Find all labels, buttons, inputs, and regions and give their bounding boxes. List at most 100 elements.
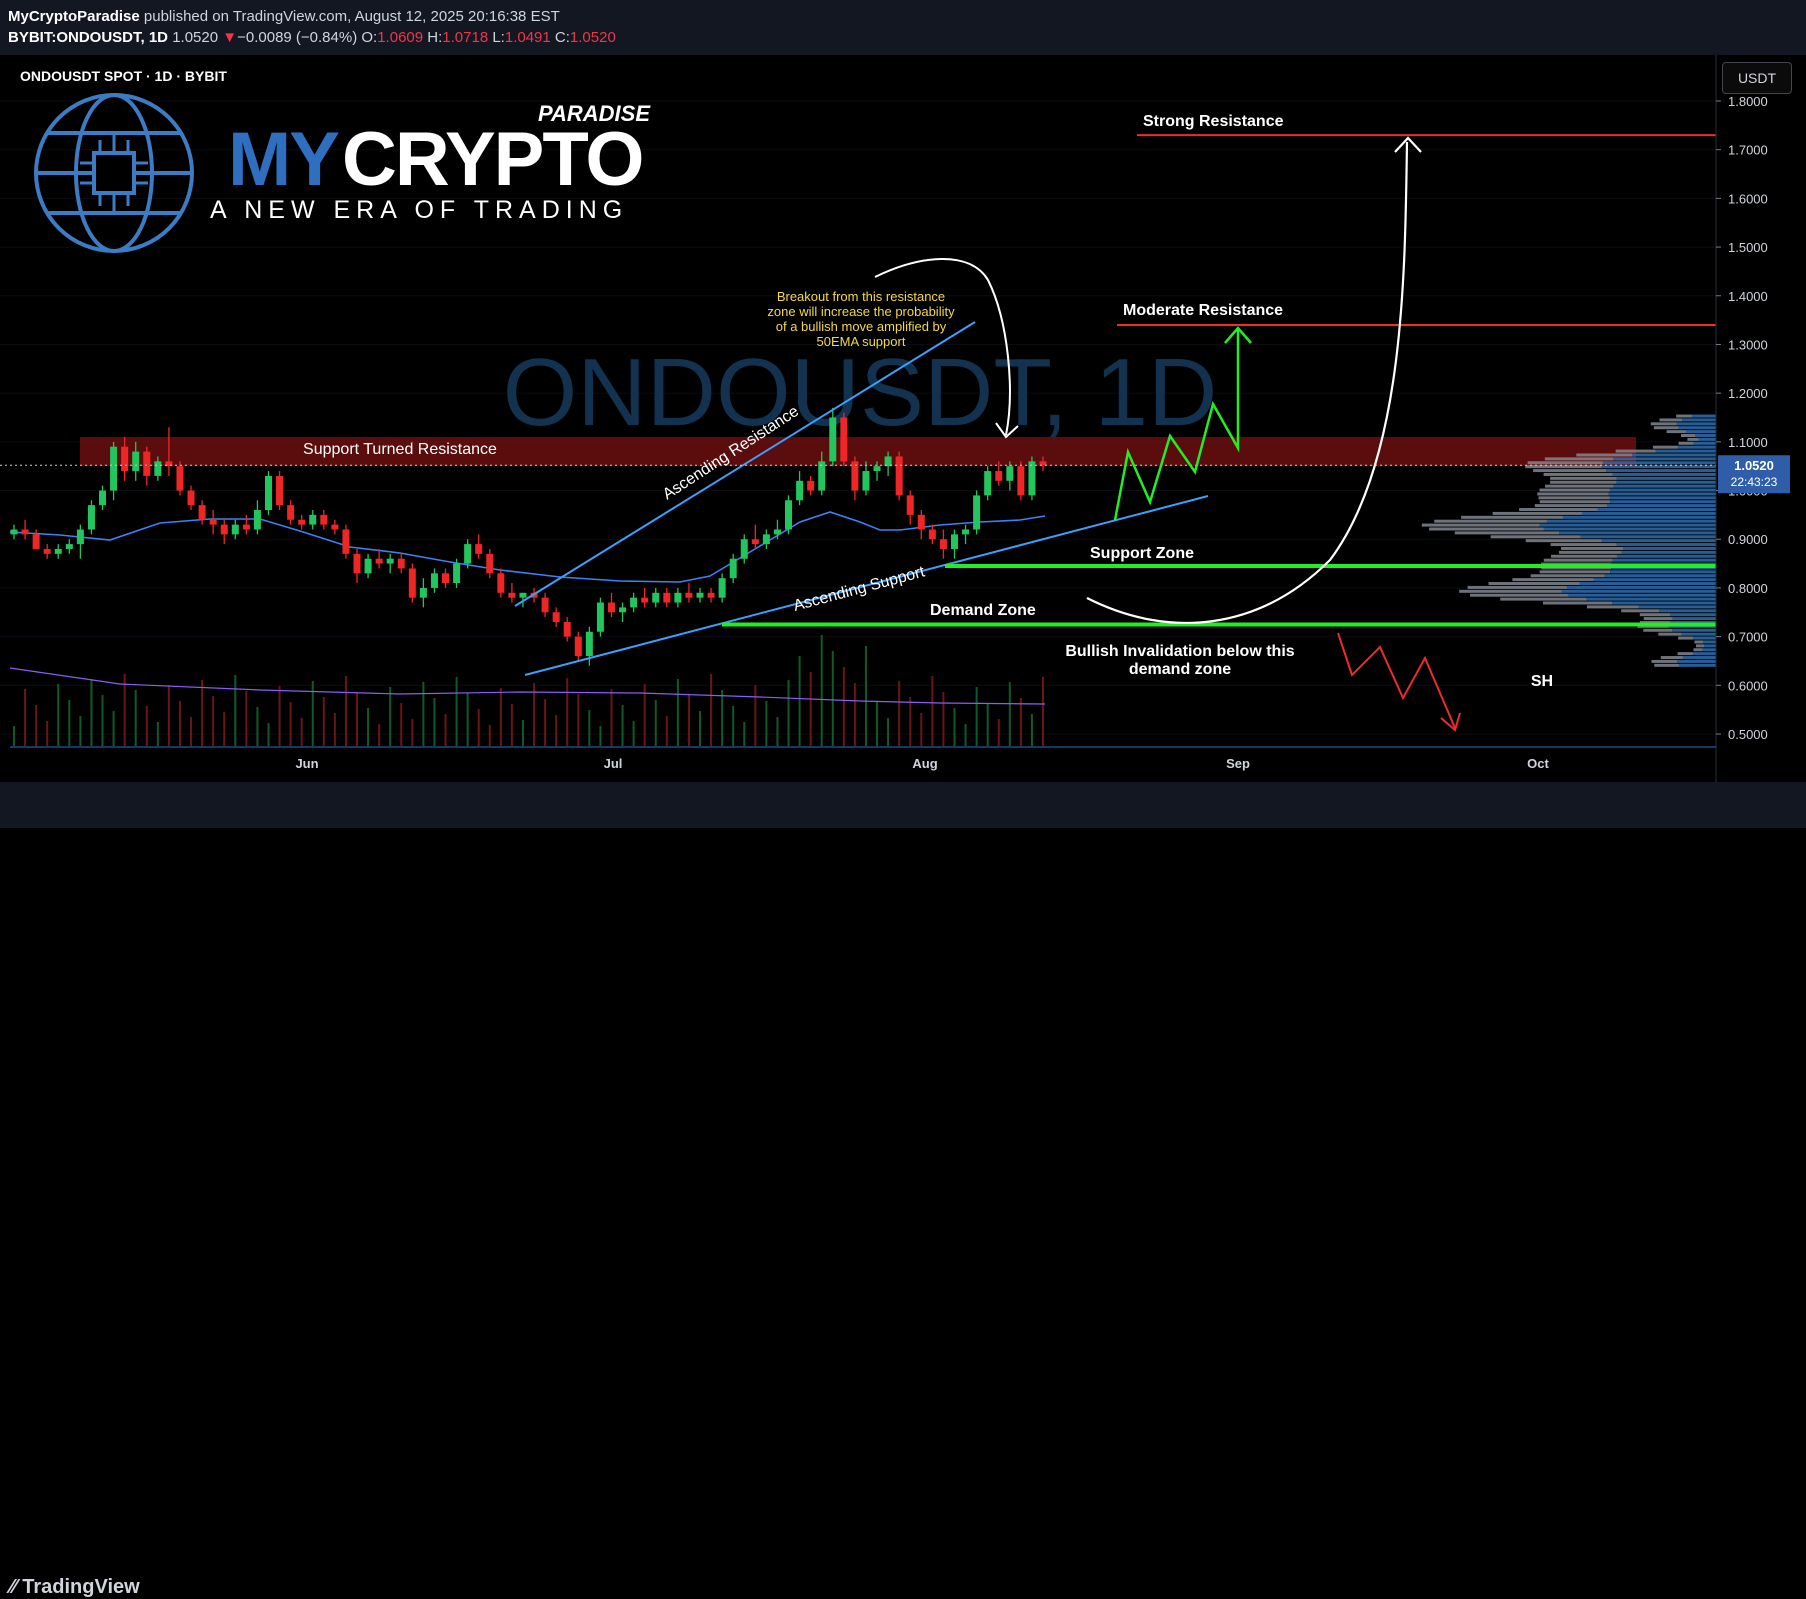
candle-body xyxy=(43,548,51,554)
tradingview-logo[interactable]: ⁄⁄ TradingView xyxy=(10,1576,140,1599)
time-tick-label: Oct xyxy=(1527,756,1549,771)
volume-profile-row xyxy=(1694,640,1704,644)
volume-bar xyxy=(710,674,713,746)
volume-bar xyxy=(798,656,801,746)
candle-body xyxy=(796,480,804,501)
candle-body xyxy=(231,524,239,535)
volume-profile-row xyxy=(1581,511,1716,515)
candle-body xyxy=(906,495,914,515)
volume-bar xyxy=(931,676,934,746)
volume-bar xyxy=(588,710,591,746)
volume-bar xyxy=(599,726,602,746)
volume-profile-row xyxy=(1512,578,1594,582)
candle-body xyxy=(707,592,715,598)
volume-profile-row xyxy=(1604,574,1716,578)
volume-profile-row xyxy=(1610,488,1716,492)
volume-profile-row xyxy=(1612,472,1716,476)
author-name[interactable]: MyCryptoParadise xyxy=(8,8,140,25)
candle-body xyxy=(1028,461,1036,496)
volume-bar xyxy=(488,725,491,746)
volume-profile-row xyxy=(1610,570,1716,574)
volume-bar xyxy=(1019,698,1022,746)
volume-profile-row xyxy=(1677,652,1693,656)
chart-legend-title[interactable]: ONDOUSDT SPOT · 1D · BYBIT xyxy=(20,68,227,84)
volume-profile-row xyxy=(1550,543,1617,547)
volume-bar xyxy=(654,700,657,746)
candle-body xyxy=(729,558,737,579)
volume-profile-row xyxy=(1693,441,1716,445)
big-rebound-arrowhead xyxy=(1394,136,1422,153)
logo-paradise: PARADISE xyxy=(538,101,651,126)
price-axis[interactable]: 0.50000.60000.70000.80000.90001.00001.10… xyxy=(1716,94,1768,742)
candle-body xyxy=(276,475,284,506)
volume-profile-row xyxy=(1616,480,1716,484)
volume-bar xyxy=(444,714,447,746)
breakout-note: Breakout from this resistance zone will … xyxy=(767,289,955,349)
support-zone-label: Support Zone xyxy=(1090,545,1194,562)
volume-bar xyxy=(79,716,82,746)
countdown-value: 22:43:23 xyxy=(1731,475,1778,489)
volume-profile-row xyxy=(1543,558,1613,562)
bearish-zigzag-arrowhead xyxy=(1440,712,1461,732)
volume-profile-row xyxy=(1678,663,1716,667)
volume-profile-row xyxy=(1623,546,1716,550)
candle-body xyxy=(320,514,328,525)
volume-profile-row xyxy=(1543,472,1613,476)
volume-bar xyxy=(101,695,104,746)
open-value: 1.0609 xyxy=(377,29,424,46)
volume-bar xyxy=(820,635,823,746)
volume-profile-row xyxy=(1566,585,1716,589)
candle-body xyxy=(718,578,726,598)
price-chart[interactable]: ONDOUSDT, 1D Support Turned Resistance A… xyxy=(0,55,1806,782)
volume-profile-row xyxy=(1608,492,1716,496)
volume-profile-row xyxy=(1461,515,1564,519)
volume-profile-row xyxy=(1692,652,1716,656)
volume-bar xyxy=(610,689,613,746)
volume-profile-row xyxy=(1550,480,1617,484)
volume-bar xyxy=(920,713,923,746)
candle-body xyxy=(641,597,649,603)
candle-body xyxy=(574,636,582,657)
volume-profile-row xyxy=(1550,554,1617,558)
candle-body xyxy=(475,544,483,554)
volume-profile-row xyxy=(1539,500,1611,504)
volume-bar xyxy=(156,722,159,746)
candle-body xyxy=(110,446,118,491)
high-value: 1.0718 xyxy=(442,29,489,46)
volume-bar xyxy=(167,685,170,746)
currency-unit-button[interactable]: USDT xyxy=(1722,62,1792,94)
candle-body xyxy=(862,471,870,491)
volume-bar xyxy=(632,721,635,746)
price-tick-label: 0.5000 xyxy=(1728,727,1768,742)
candle-body xyxy=(818,461,826,491)
volume-profile-row xyxy=(1606,469,1716,473)
volume-bar xyxy=(24,689,27,746)
candle-body xyxy=(264,475,272,511)
volume-profile-row xyxy=(1651,659,1678,663)
volume-profile-row xyxy=(1678,636,1694,640)
candle-body xyxy=(619,607,627,613)
ema50-line xyxy=(9,511,1046,583)
candle-body xyxy=(1017,466,1025,496)
volume-bar xyxy=(367,708,370,746)
volume-profile-row xyxy=(1639,613,1671,617)
volume-bar xyxy=(521,720,524,746)
candle-body xyxy=(298,519,306,525)
candle-body xyxy=(132,451,140,472)
time-axis[interactable]: Jun Jul Aug Sep Oct xyxy=(295,756,1549,771)
volume-profile-row xyxy=(1586,605,1639,609)
breakout-note-line1: Breakout from this resistance xyxy=(777,289,945,304)
volume-profile-row xyxy=(1658,632,1682,636)
candle-body xyxy=(773,529,781,535)
volume-profile-row xyxy=(1621,609,1660,613)
volume-profile-row xyxy=(1602,461,1716,465)
volume-bar xyxy=(267,723,270,746)
candle-body xyxy=(552,612,560,623)
volume-profile-row xyxy=(1530,574,1605,578)
volume-bar xyxy=(732,706,735,746)
symbol-name[interactable]: BYBIT:ONDOUSDT, 1D xyxy=(8,29,169,46)
volume-bar xyxy=(909,697,912,746)
time-tick-label: Jul xyxy=(604,756,623,771)
volume-bar xyxy=(787,680,790,746)
candle-body xyxy=(220,524,228,535)
